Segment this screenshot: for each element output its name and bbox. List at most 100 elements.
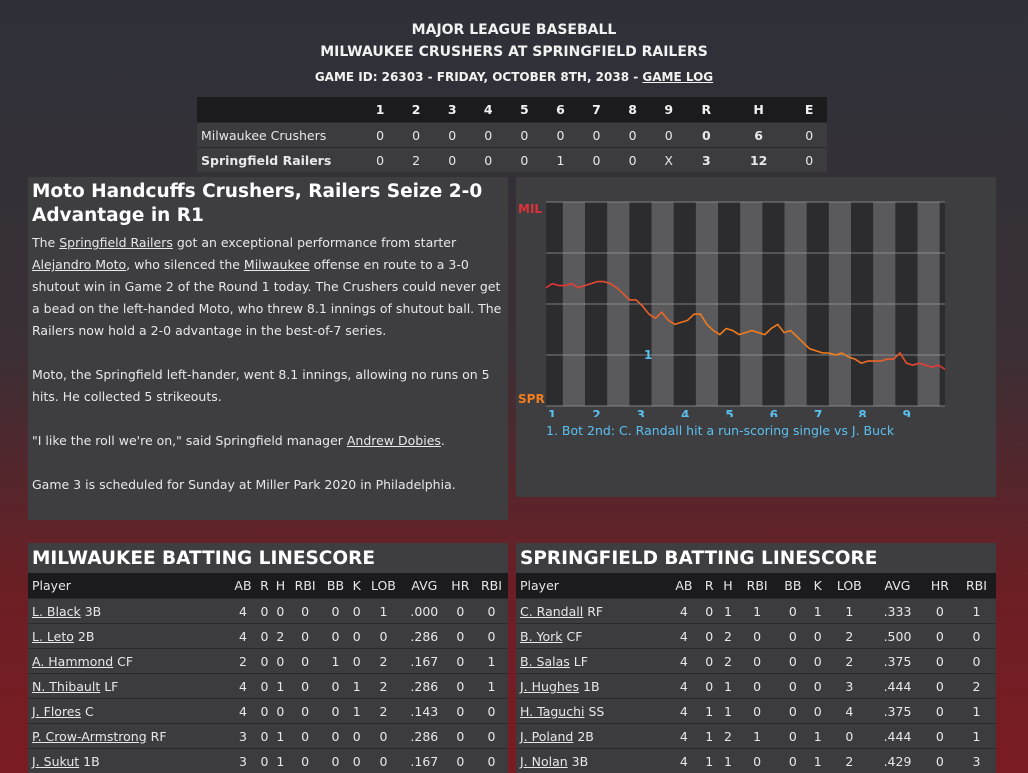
batting-stat: .167 [402,748,446,773]
linescore-cell: 0 [506,122,543,148]
inning-label: 5 [725,408,733,417]
player-link[interactable]: J. Nolan [520,753,568,769]
linescore-row: Springfield Railers 0 2 0 0 0 1 0 0 X 3 12 0 [197,147,827,172]
batting-col-bb: BB [776,573,810,599]
linescore-cell: 0 [434,122,471,148]
batting-stat: 0 [256,698,273,724]
batting-stat: 0 [776,623,810,649]
player-link-moto[interactable]: Alejandro Moto [32,257,127,272]
batting-stat: 0 [474,748,508,773]
player-position: RF [583,603,604,619]
player-link[interactable]: C. Randall [520,603,584,619]
player-link[interactable]: N. Thibault [32,678,101,694]
batting-stat: .444 [872,723,923,749]
batting-stat: 1 [700,698,719,724]
batting-stat: .143 [402,698,446,724]
batting-player-cell: J. Sukut 1B [28,748,230,773]
player-position: C [81,703,94,719]
linescore-cell: 0 [614,122,651,148]
batting-stat: .375 [872,648,923,674]
player-link[interactable]: B. York [520,628,563,644]
batting-col-rbi: RBI [288,573,322,599]
linescore-row: Milwaukee Crushers 0 0 0 0 0 0 0 0 0 0 6 0 [197,122,827,148]
player-link[interactable]: L. Leto [32,628,74,644]
player-link[interactable]: J. Poland [520,728,574,744]
inning-label: 1 [548,408,556,417]
batting-player-cell: B. York CF [516,623,668,649]
batting-stat: 1 [272,723,289,749]
story-headline: Moto Handcuffs Crushers, Railers Seize 2… [32,181,483,226]
linescore-col-e: E [791,97,827,123]
play-note: 1. Bot 2nd: C. Randall hit a run-scoring… [546,423,895,438]
story-paragraph: Game 3 is scheduled for Sunday at Miller… [32,477,456,492]
player-position: SS [584,703,605,719]
player-link[interactable]: H. Taguchi [520,703,585,719]
batting-stat: 0 [349,598,365,624]
player-link[interactable]: J. Flores [32,703,82,719]
player-link[interactable]: J. Sukut [32,753,80,769]
linescore-cell: 0 [614,147,651,172]
batting-stat: 4 [667,598,701,624]
batting-stat: 4 [229,623,257,649]
linescore-col-1: 1 [362,97,399,123]
batting-stat: .429 [872,748,923,773]
batting-stat: 0 [272,698,289,724]
batting-stat: 4 [229,673,257,699]
batting-stat: 0 [321,673,350,699]
batting-stat: 3 [956,748,996,773]
linescore-col-9: 9 [650,97,687,123]
inning-label: 4 [681,408,689,417]
batting-stat: 0 [956,623,996,649]
batting-stat: 0 [256,623,273,649]
batting-stat: 0 [474,723,508,749]
batting-stat: 0 [737,648,777,674]
matchup-title: MILWAUKEE CRUSHERS AT SPRINGFIELD RAILER… [320,44,708,60]
linescore-cell: 0 [578,122,615,148]
batting-stat: 0 [321,748,350,773]
batting-header: Player AB R H RBI BB K LOB AVG HR RBI [516,573,996,599]
batting-stat: 1 [809,598,827,624]
linescore-cell: X [650,147,687,172]
batting-player-cell: P. Crow-Armstrong RF [28,723,230,749]
linescore-cell: 6 [725,122,792,148]
linescore-cell: 0 [686,122,726,148]
team-link-springfield[interactable]: Springfield Railers [59,235,173,250]
springfield-batting-title: SPRINGFIELD BATTING LINESCORE [516,543,996,573]
batting-stat: 0 [364,748,403,773]
linescore-col-2: 2 [398,97,435,123]
story-text: offense en route to a 3-0 shutout win in… [32,257,502,338]
batting-stat: 4 [826,698,873,724]
linescore-col-5: 5 [506,97,543,123]
play-marker[interactable]: 1 [644,348,652,362]
player-position: LF [569,653,588,669]
batting-stat: 0 [826,723,873,749]
batting-stat: 2 [364,648,403,674]
batting-stat: 0 [737,748,777,773]
batting-row: L. Black 3B 4 0 0 0 0 0 1.000 0 0 [28,598,508,624]
player-link[interactable]: L. Black [32,603,81,619]
batting-col-k: K [809,573,827,599]
team-link-milwaukee[interactable]: Milwaukee [243,257,310,272]
batting-stat: 1 [826,598,873,624]
linescore-cell: 0 [578,147,615,172]
player-link[interactable]: A. Hammond [32,653,114,669]
batting-stat: 4 [667,623,701,649]
batting-stat: 0 [809,623,827,649]
batting-stat: 0 [272,598,289,624]
game-log-link[interactable]: GAME LOG [642,70,714,84]
player-link[interactable]: P. Crow-Armstrong [32,728,147,744]
batting-player-cell: J. Poland 2B [516,723,668,749]
batting-header: Player AB R H RBI BB K LOB AVG HR RBI [28,573,508,599]
player-link[interactable]: J. Hughes [520,678,580,694]
batting-stat: 0 [288,598,322,624]
player-link[interactable]: B. Salas [520,653,570,669]
manager-link-dobies[interactable]: Andrew Dobies [346,433,441,448]
batting-col-h: H [718,573,738,599]
story-text: , who silenced the [126,257,244,272]
batting-player-cell: N. Thibault LF [28,673,230,699]
linescore-cell: 2 [398,147,435,172]
batting-stat: 0 [321,623,350,649]
inning-label: 9 [903,408,911,417]
batting-stat: 0 [256,748,273,773]
